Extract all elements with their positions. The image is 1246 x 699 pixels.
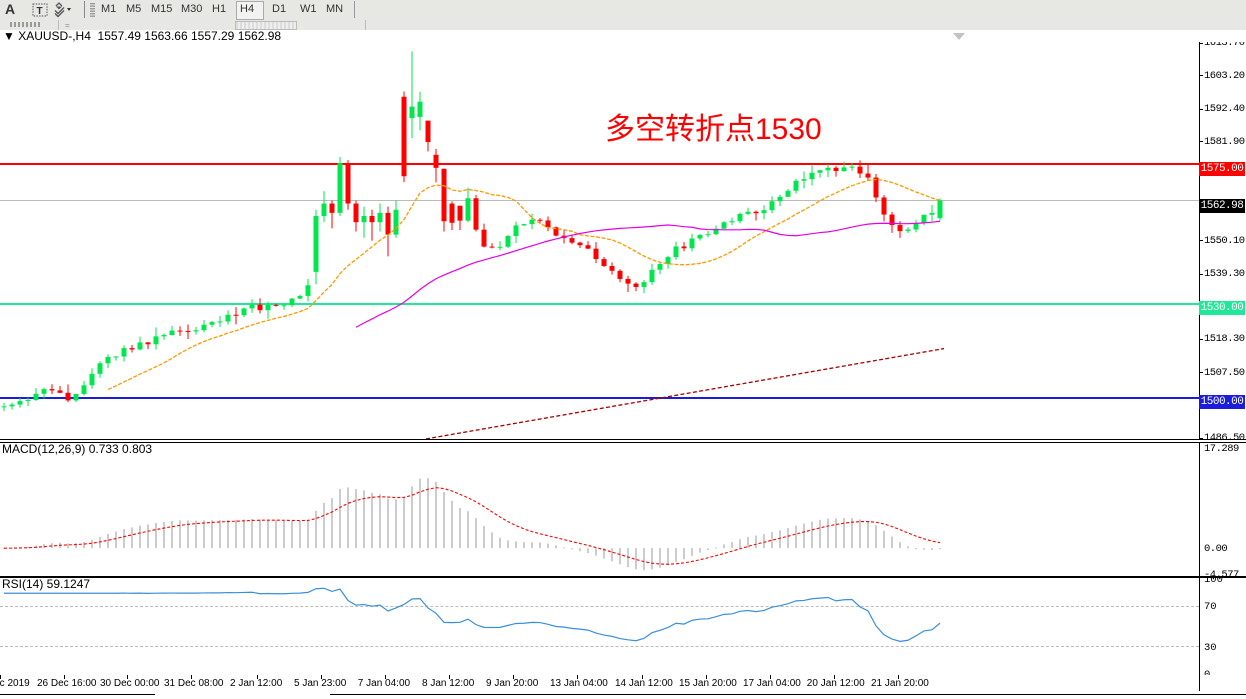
svg-text:T: T xyxy=(37,6,43,17)
